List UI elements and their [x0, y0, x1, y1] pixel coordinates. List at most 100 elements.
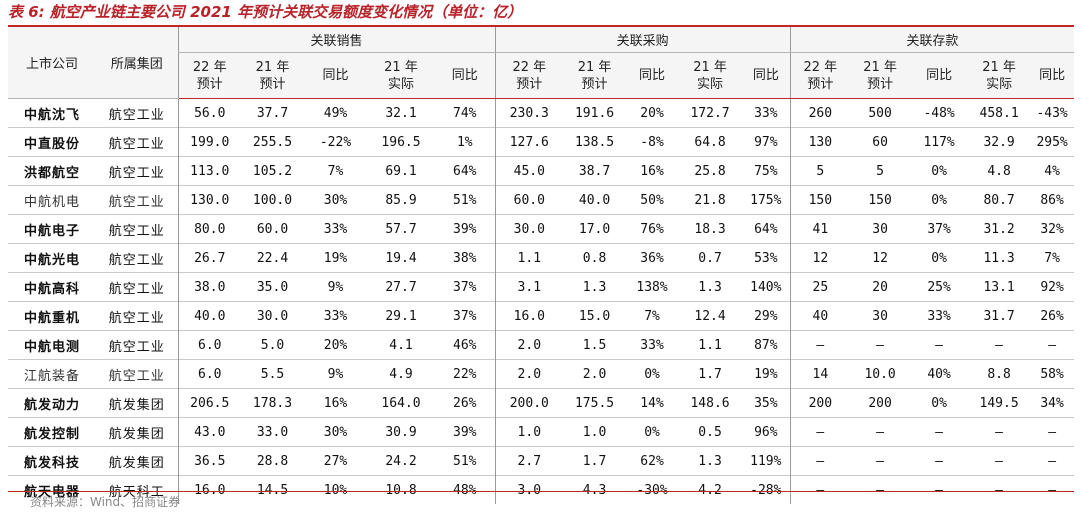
- value-cell: 25%: [910, 272, 969, 302]
- value-cell: 196.5: [367, 127, 435, 157]
- value-cell: 500: [868, 105, 892, 121]
- group-cell: 航天科工: [96, 475, 178, 504]
- value-cell: 26%: [1030, 301, 1075, 331]
- value-cell: 150: [850, 185, 911, 215]
- value-cell: 33%: [304, 214, 367, 244]
- value-cell: 36.5: [177, 446, 241, 476]
- value-cell: 60.0: [494, 185, 564, 215]
- value-cell: 80.0: [177, 214, 241, 244]
- value-cell: 10%: [304, 475, 367, 504]
- value-cell: 200.0: [494, 388, 564, 418]
- subheader-line: 同比: [322, 68, 349, 83]
- company-cell: 航发控制: [8, 417, 96, 447]
- header-related-purchases: 关联采购: [494, 27, 791, 53]
- value-cell: 35.0: [241, 272, 304, 302]
- value-cell: 30: [850, 301, 911, 331]
- value-cell: 32.1: [385, 105, 417, 121]
- value-cell: -22%: [304, 127, 367, 157]
- value-cell: 58%: [1030, 359, 1075, 389]
- value-cell: —: [1030, 417, 1075, 447]
- value-cell: 37%: [435, 301, 496, 331]
- value-cell: 48%: [435, 475, 496, 504]
- value-cell: 191.6: [574, 105, 615, 121]
- value-cell: 21.8: [678, 185, 743, 215]
- value-cell: 19.4: [367, 243, 435, 273]
- value-cell: 164.0: [367, 388, 435, 418]
- value-cell: —: [789, 417, 851, 447]
- value-cell: —: [789, 475, 851, 504]
- subheader-cell: 21 年实际: [678, 52, 743, 99]
- value-cell: 31.7: [968, 301, 1031, 331]
- subheader-cell: 21 年实际: [367, 52, 435, 99]
- value-cell: 33%: [754, 105, 778, 121]
- subheader-line: 21 年: [255, 59, 290, 75]
- value-cell: 9%: [304, 359, 367, 389]
- value-cell: 29.1: [367, 301, 435, 331]
- subheader-line: 同比: [451, 68, 478, 83]
- value-cell: 1.0: [494, 417, 564, 447]
- value-cell: 1.7: [563, 446, 627, 476]
- value-cell: 20%: [640, 105, 664, 121]
- value-cell: 117%: [910, 127, 969, 157]
- value-cell: 64%: [435, 156, 496, 186]
- subheader-cell: 同比: [742, 52, 791, 99]
- value-cell: 105.2: [241, 156, 304, 186]
- value-cell: 40%: [910, 359, 969, 389]
- company-cell: 航发科技: [8, 446, 96, 476]
- value-cell: 25: [789, 272, 851, 302]
- table-row: 中航沈飞 航空工业 56.0 37.7 49% 32.1 74% 230.3 191.6 20% 1…: [8, 98, 1074, 128]
- bottom-rule: [8, 491, 1074, 492]
- value-cell: 30: [850, 214, 911, 244]
- company-cell: 中航沈飞: [23, 107, 80, 123]
- group-cell: 航空工业: [96, 359, 178, 389]
- subheader-line: 22 年: [803, 59, 838, 75]
- value-cell: 43.0: [177, 417, 241, 447]
- subheader-line: 21 年: [384, 59, 418, 75]
- subheader-cell: 同比: [304, 52, 367, 99]
- value-cell: -43%: [1036, 105, 1068, 121]
- subheader-line: 预计: [581, 76, 608, 92]
- company-cell: 航发动力: [8, 388, 96, 418]
- value-cell: 1.1: [494, 243, 564, 273]
- value-cell: —: [910, 330, 969, 360]
- table-row: 江航装备 航空工业 6.0 5.5 9% 4.9 22% 2.0 2.0 0% 1.7 19% 14 10…: [8, 359, 1075, 389]
- table-row: 航发科技 航发集团 36.5 28.8 27% 24.2 51% 2.7 1.7 62% 1.3 11…: [8, 446, 1075, 476]
- value-cell: —: [968, 475, 1031, 504]
- value-cell: 0.5: [678, 417, 743, 447]
- value-cell: 1.3: [678, 272, 743, 302]
- value-cell: 33%: [910, 301, 969, 331]
- value-cell: 19%: [304, 243, 367, 273]
- value-cell: 37%: [910, 214, 969, 244]
- value-cell: 27%: [304, 446, 367, 476]
- table-row: 中航光电 航空工业 26.7 22.4 19% 19.4 38% 1.1 0.8 36% 0.7 53…: [8, 243, 1075, 273]
- value-cell: 20: [850, 272, 911, 302]
- value-cell: 40: [789, 301, 851, 331]
- value-cell: 260: [789, 98, 851, 128]
- group-cell: 航发集团: [96, 446, 178, 476]
- subheader-cell: 22 年预计: [177, 52, 241, 99]
- group-cell: 航空工业: [96, 185, 178, 215]
- subheader-line: 实际: [986, 76, 1013, 92]
- subheader-line: 同比: [639, 68, 666, 83]
- value-cell: 80.7: [968, 185, 1031, 215]
- header-company: 上市公司: [8, 27, 96, 99]
- value-cell: 49%: [323, 105, 348, 121]
- subheader-line: 22 年: [192, 59, 227, 75]
- value-cell: 15.0: [563, 301, 627, 331]
- value-cell: 85.9: [367, 185, 435, 215]
- value-cell: 50%: [626, 185, 679, 215]
- value-cell: 18.3: [678, 214, 743, 244]
- subheader-cell: 22 年预计: [789, 52, 851, 99]
- value-cell: 86%: [1030, 185, 1075, 215]
- value-cell: 127.6: [494, 127, 564, 157]
- value-cell: 1%: [435, 127, 496, 157]
- value-cell: 119%: [742, 446, 791, 476]
- value-cell: 7%: [626, 301, 679, 331]
- subheader-line: 预计: [259, 76, 286, 92]
- table-row: 航天电器 航天科工 16.0 14.5 10% 10.8 48% 3.0 4.3 -30% 4.2-…: [8, 475, 1075, 504]
- value-cell: 60.0: [241, 214, 304, 244]
- value-cell: 1.0: [563, 417, 627, 447]
- value-cell: 51%: [435, 446, 496, 476]
- value-cell: 0%: [910, 388, 969, 418]
- value-cell: —: [850, 446, 911, 476]
